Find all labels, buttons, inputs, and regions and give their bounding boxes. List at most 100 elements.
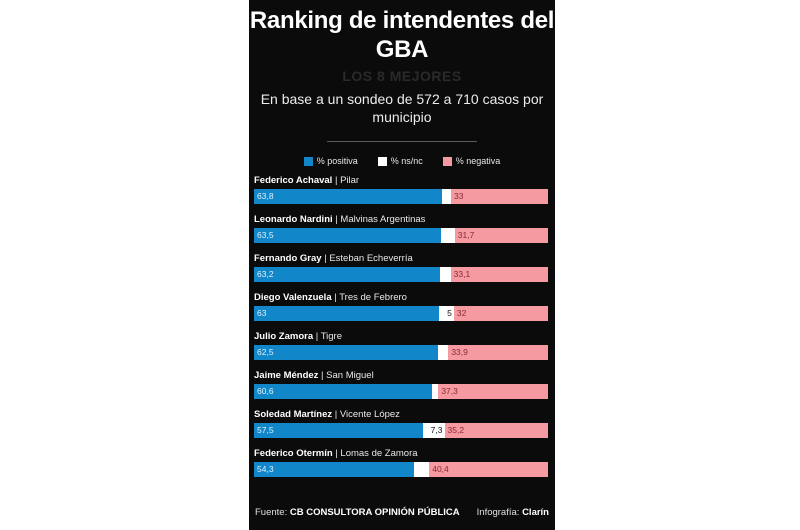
bar-negativa: 33,9 (448, 345, 548, 360)
stacked-bar: 63,8 33 (254, 189, 548, 204)
intendente-name: Diego Valenzuela (254, 292, 332, 303)
municipio-name: Pilar (340, 175, 360, 186)
chart-title: Ranking de intendentes del GBA (249, 7, 555, 63)
data-label: 32 (456, 308, 467, 318)
row-label: Julio Zamora | Tigre (254, 331, 550, 343)
municipio-name: San Miguel (326, 370, 374, 381)
stacked-bar: 54,3 40,4 (254, 462, 548, 477)
credit-name: Clarín (522, 507, 549, 518)
bar-row: Federico Achaval | Pilar 63,8 33 (254, 175, 550, 214)
intendente-name: Federico Achaval (254, 175, 333, 186)
row-label: Soledad Martínez | Vicente López (254, 409, 550, 421)
bar-nsnc (439, 267, 451, 282)
legend-swatch-nsnc (377, 156, 387, 166)
bar-positiva: 54,3 (254, 462, 414, 477)
data-label: 57,5 (257, 425, 274, 435)
data-label: 63 (257, 308, 267, 318)
bar-row: Julio Zamora | Tigre 62,5 33,9 (254, 331, 550, 370)
bar-positiva: 62,5 (254, 345, 438, 360)
legend-item-negativa: % negativa (442, 156, 501, 166)
intendente-name: Federico Otermín (254, 448, 333, 459)
stacked-bar: 60,6 37,3 (254, 384, 548, 399)
stacked-bar: 62,5 33,9 (254, 345, 548, 360)
source-credit: Fuente: CB CONSULTORA OPINIÓN PÚBLICA (255, 507, 460, 518)
bar-rows: Federico Achaval | Pilar 63,8 33 Leonardo N… (249, 175, 555, 487)
bar-negativa: 35,2 (444, 423, 548, 438)
infographic-card: Ranking de intendentes del GBA LOS 8 MEJ… (249, 0, 555, 530)
row-label: Federico Achaval | Pilar (254, 175, 550, 187)
municipio-name: Tres de Febrero (339, 292, 407, 303)
label-separator: | (332, 175, 341, 186)
bar-row: Federico Otermín | Lomas de Zamora 54,3 40… (254, 448, 550, 487)
infographic-credit: Infografía: Clarín (477, 507, 549, 518)
data-label: 54,3 (257, 464, 274, 474)
bar-row: Leonardo Nardini | Malvinas Argentinas 63… (254, 214, 550, 253)
municipio-name: Lomas de Zamora (340, 448, 418, 459)
data-label: 7,3 (430, 425, 443, 435)
row-label: Federico Otermín | Lomas de Zamora (254, 448, 550, 460)
legend-item-positiva: % positiva (303, 156, 358, 166)
row-label: Fernando Gray | Esteban Echeverría (254, 253, 550, 265)
bar-negativa: 33,1 (450, 267, 548, 282)
bar-nsnc: 5 (439, 306, 454, 321)
bar-negativa: 32 (453, 306, 548, 321)
credit-prefix: Infografía: (476, 507, 520, 518)
label-separator: | (318, 370, 327, 381)
label-separator: | (321, 253, 330, 264)
data-label: 60,6 (257, 386, 274, 396)
data-label: 40,4 (432, 464, 449, 474)
bar-positiva: 57,5 (254, 423, 424, 438)
label-separator: | (313, 331, 321, 342)
source-name: CB CONSULTORA OPINIÓN PÚBLICA (289, 507, 460, 518)
bar-row: Fernando Gray | Esteban Echeverría 63,2 33… (254, 253, 550, 292)
data-label: 63,2 (257, 269, 274, 279)
bar-negativa: 40,4 (429, 462, 548, 477)
municipio-name: Esteban Echeverría (329, 253, 413, 264)
bar-positiva: 60,6 (254, 384, 433, 399)
bar-nsnc (432, 384, 439, 399)
bar-positiva: 63 (254, 306, 440, 321)
data-label: 63,8 (257, 191, 274, 201)
data-label: 5 (447, 308, 452, 318)
data-label: 63,5 (257, 230, 274, 240)
bar-row: Jaime Méndez | San Miguel 60,6 37,3 (254, 370, 550, 409)
chart-subtitle: LOS 8 MEJORES (342, 68, 462, 84)
data-label: 62,5 (257, 347, 274, 357)
legend-swatch-positiva (303, 156, 313, 166)
legend-label-nsnc: % ns/nc (390, 156, 423, 166)
data-label: 31,7 (457, 230, 475, 240)
footer: Fuente: CB CONSULTORA OPINIÓN PÚBLICA In… (255, 507, 549, 518)
bar-nsnc (437, 345, 449, 360)
intendente-name: Soledad Martínez (254, 409, 333, 420)
divider (327, 141, 477, 142)
data-label: 35,2 (447, 425, 465, 435)
bar-row: Soledad Martínez | Vicente López 57,5 7,3 3… (254, 409, 550, 448)
bar-nsnc: 7,3 (423, 423, 445, 438)
data-label: 33 (453, 191, 464, 201)
label-separator: | (331, 292, 340, 303)
municipio-name: Malvinas Argentinas (340, 214, 426, 225)
data-label: 33,9 (451, 347, 468, 357)
data-label: 37,3 (441, 386, 458, 396)
legend-label-negativa: % negativa (455, 156, 501, 166)
row-label: Diego Valenzuela | Tres de Febrero (254, 292, 550, 304)
label-separator: | (332, 214, 341, 225)
bar-positiva: 63,5 (254, 228, 441, 243)
chart-description: En base a un sondeo de 572 a 710 casos p… (260, 91, 544, 125)
legend: % positiva % ns/nc % negativa (249, 155, 555, 167)
intendente-name: Leonardo Nardini (254, 214, 333, 225)
stacked-bar: 63,5 31,7 (254, 228, 548, 243)
bar-nsnc (413, 462, 430, 477)
source-prefix: Fuente: (255, 507, 288, 518)
bar-negativa: 31,7 (454, 228, 548, 243)
intendente-name: Jaime Méndez (254, 370, 319, 381)
label-separator: | (332, 409, 340, 420)
row-label: Leonardo Nardini | Malvinas Argentinas (254, 214, 550, 226)
stacked-bar: 57,5 7,3 35,2 (254, 423, 548, 438)
row-label: Jaime Méndez | San Miguel (254, 370, 550, 382)
data-label: 33,1 (453, 269, 471, 279)
label-separator: | (332, 448, 341, 459)
municipio-name: Tigre (320, 331, 342, 342)
bar-positiva: 63,2 (254, 267, 440, 282)
legend-item-nsnc: % ns/nc (377, 156, 423, 166)
